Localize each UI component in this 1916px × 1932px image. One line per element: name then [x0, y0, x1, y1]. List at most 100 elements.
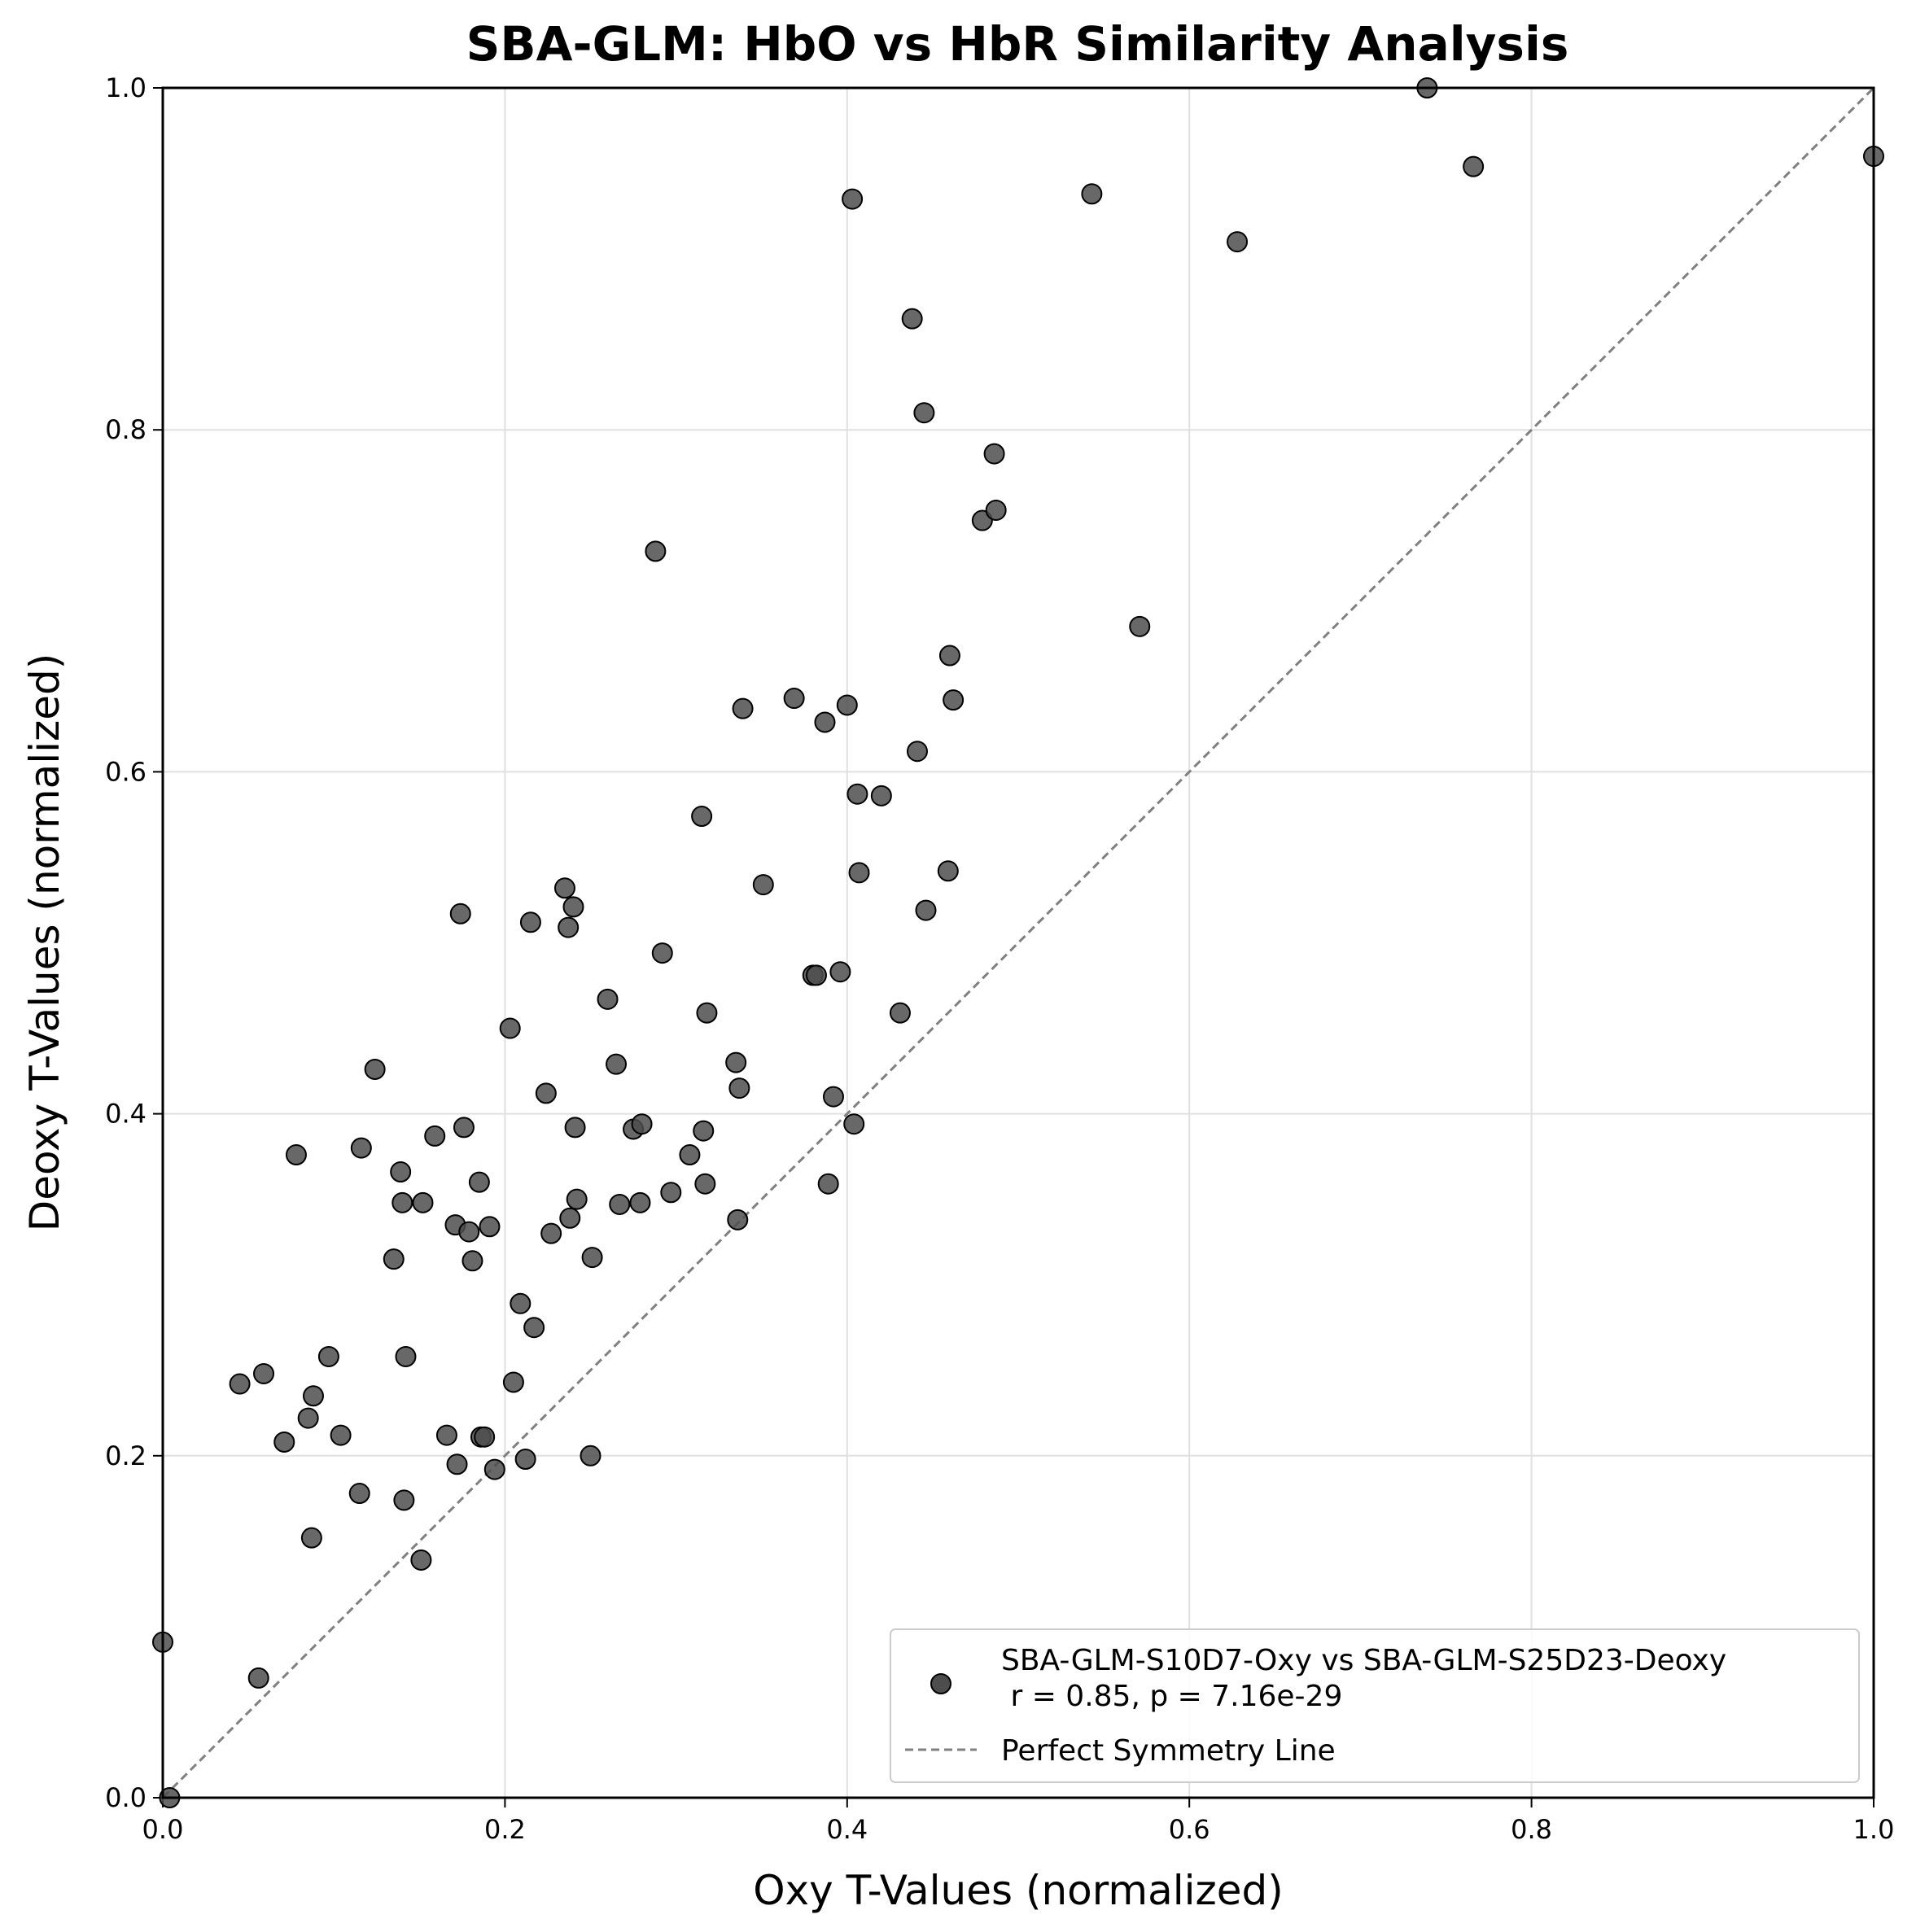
scatter-point [580, 1445, 601, 1466]
scatter-point [901, 308, 923, 330]
scatter-point [523, 1317, 545, 1339]
scatter-point [725, 1051, 747, 1073]
scatter-point [348, 1483, 370, 1505]
scatter-point [499, 1017, 521, 1039]
y-tick-label: 0.4 [105, 1099, 147, 1130]
scatter-point [390, 1161, 412, 1183]
scatter-point [458, 1221, 480, 1243]
scatter-point [985, 499, 1007, 521]
scatter-point [229, 1373, 251, 1395]
scatter-point [479, 1216, 501, 1238]
legend-scatter-label: SBA-GLM-S10D7-Oxy vs SBA-GLM-S25D23-Deox… [1001, 1644, 1726, 1677]
scatter-point [783, 688, 805, 710]
scatter-point [393, 1489, 415, 1511]
scatter-point [938, 645, 960, 667]
legend-box [890, 1628, 1860, 1783]
x-tick-label: 0.8 [1511, 1814, 1552, 1845]
x-axis-label: Oxy T-Values (normalized) [753, 1867, 1284, 1914]
scatter-point [302, 1385, 324, 1407]
scatter-point [566, 1188, 588, 1210]
scatter-point [300, 1527, 322, 1549]
scatter-point [1081, 183, 1103, 205]
scatter-point [364, 1058, 386, 1080]
scatter-point [330, 1424, 352, 1446]
x-tick-label: 1.0 [1853, 1814, 1895, 1845]
y-tick-label: 0.8 [105, 414, 147, 445]
scatter-point [535, 1082, 557, 1104]
scatter-point [350, 1137, 372, 1159]
scatter-point [558, 916, 580, 938]
scatter-point [412, 1191, 434, 1213]
scatter-point [817, 1173, 839, 1195]
scatter-point [519, 911, 541, 933]
scatter-point [696, 1002, 718, 1024]
scatter-point [983, 443, 1005, 465]
scatter-point [424, 1125, 446, 1147]
scatter-point [732, 697, 754, 719]
y-tick-label: 0.6 [105, 756, 147, 787]
scatter-point [651, 942, 673, 964]
scatter-point [1463, 155, 1485, 177]
scatter-point [502, 1371, 524, 1393]
scatter-point [1129, 615, 1151, 637]
scatter-point [693, 1120, 715, 1142]
scatter-point [822, 1086, 844, 1108]
scatter-point [629, 1191, 651, 1213]
scatter-point [317, 1345, 339, 1367]
scatter-point [510, 1292, 531, 1314]
scatter-point [870, 785, 892, 806]
y-tick-label: 0.0 [105, 1782, 147, 1813]
scatter-point [752, 874, 774, 896]
scatter-point [285, 1144, 307, 1166]
scatter-point [410, 1549, 432, 1571]
scatter-point [597, 988, 619, 1010]
scatter-point [483, 1458, 505, 1480]
scatter-point [395, 1345, 417, 1367]
scatter-point [392, 1191, 413, 1213]
scatter-point [843, 1113, 865, 1135]
scatter-point [462, 1250, 483, 1272]
scatter-point [848, 862, 870, 884]
legend-scatter-stats: r = 0.85, p = 7.16e-29 [1001, 1680, 1342, 1713]
scatter-point [728, 1077, 750, 1099]
scatter-point [449, 903, 471, 924]
scatter-point [453, 1117, 475, 1139]
scatter-point [679, 1144, 701, 1166]
y-axis-label: Deoxy T-Values (normalized) [21, 653, 68, 1232]
scatter-point [559, 1207, 581, 1229]
grid-lines [162, 87, 1874, 1799]
x-tick-label: 0.0 [142, 1814, 184, 1845]
scatter-point [446, 1453, 468, 1475]
legend: SBA-GLM-S10D7-Oxy vs SBA-GLM-S25D23-Deox… [890, 1628, 1860, 1783]
scatter-point [1227, 231, 1249, 253]
scatter-point [913, 402, 935, 424]
plot-frame [161, 86, 1875, 1799]
scatter-point [581, 1247, 603, 1269]
scatter-point [829, 961, 851, 983]
scatter-point [247, 1667, 269, 1689]
chart-title: SBA-GLM: HbO vs HbR Similarity Analysis [466, 16, 1569, 72]
x-tick-label: 0.2 [484, 1814, 526, 1845]
scatter-point [814, 711, 836, 733]
scatter-point [836, 694, 858, 716]
scatter-point [943, 689, 965, 711]
x-tick-label: 0.6 [1169, 1814, 1210, 1845]
scatter-point [846, 783, 868, 805]
scatter-point [435, 1424, 457, 1446]
y-axis-ticks: 0.0 0.2 0.4 0.6 0.8 1.0 [105, 72, 163, 1813]
y-tick-label: 1.0 [105, 72, 147, 103]
scatter-point [273, 1431, 295, 1453]
legend-line-label: Perfect Symmetry Line [1001, 1734, 1336, 1768]
data-points [152, 77, 1884, 1808]
x-axis-ticks: 0.0 0.2 0.4 0.6 0.8 1.0 [142, 1798, 1895, 1845]
scatter-point [474, 1426, 496, 1448]
scatter-point [906, 741, 928, 763]
x-tick-label: 0.4 [826, 1814, 868, 1845]
scatter-point [253, 1362, 275, 1384]
scatter-point [553, 877, 575, 899]
y-tick-label: 0.2 [105, 1440, 147, 1471]
scatter-point [937, 860, 959, 882]
scatter-point [915, 899, 937, 921]
scatter-point [564, 1117, 586, 1139]
